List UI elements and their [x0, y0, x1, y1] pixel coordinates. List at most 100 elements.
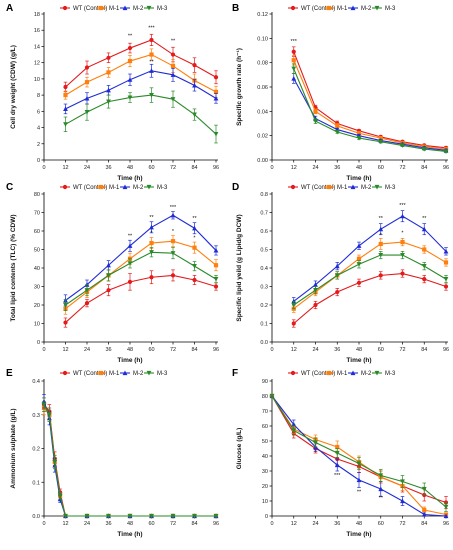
- y-tick-label: 10: [34, 77, 40, 83]
- x-tick-label: 60: [378, 165, 384, 171]
- series-4: [269, 393, 449, 512]
- x-tick-label: 48: [127, 165, 133, 171]
- data-point: [63, 320, 68, 325]
- significance-annotation: **: [422, 216, 427, 222]
- x-tick-label: 96: [213, 347, 219, 353]
- y-axis-label: Specific growth rate (h⁻¹): [236, 48, 243, 126]
- data-point: [291, 422, 297, 427]
- y-tick-label: 0.4: [32, 379, 40, 385]
- series-line: [65, 39, 217, 88]
- legend: WT (Control) M-1 M-2 M-3: [60, 184, 168, 191]
- x-tick-label: 0: [42, 165, 45, 171]
- legend-label: M-1: [337, 185, 348, 191]
- significance-annotation: ***: [399, 203, 406, 209]
- data-point: [170, 52, 176, 57]
- legend-label: WT (Control): [73, 6, 107, 12]
- data-point: [334, 263, 340, 269]
- data-point: [192, 277, 197, 283]
- data-point: [291, 302, 297, 308]
- x-tick-label: 72: [170, 165, 176, 171]
- data-point: [149, 93, 154, 98]
- data-point: [335, 123, 340, 129]
- data-point: [63, 93, 68, 98]
- data-point: [84, 80, 90, 85]
- data-point: [84, 288, 90, 293]
- significance-annotation: **: [149, 59, 154, 65]
- data-point: [192, 245, 197, 250]
- x-tick-label: 36: [105, 521, 111, 527]
- x-tick-label: 72: [399, 347, 405, 353]
- data-point: [443, 277, 449, 282]
- data-point: [84, 65, 90, 70]
- x-tick-label: 24: [84, 521, 90, 527]
- x-tick-label: 48: [127, 521, 133, 527]
- series-line: [293, 254, 447, 306]
- legend-label: M-1: [109, 6, 120, 12]
- data-point: [291, 66, 297, 72]
- x-axis-label: Time (h): [117, 531, 142, 538]
- legend-label: M-3: [385, 6, 396, 12]
- legend-label: WT (Control): [73, 185, 107, 191]
- data-point: [106, 273, 111, 278]
- legend-marker: [326, 5, 332, 11]
- data-point: [421, 226, 427, 232]
- x-tick-label: 12: [291, 347, 297, 353]
- significance-annotation: **: [379, 216, 384, 222]
- legend-marker: [374, 5, 380, 11]
- data-point: [313, 118, 318, 124]
- y-axis-label: Cell dry weight (CDW) (g/L): [10, 45, 17, 129]
- significance-annotation: ***: [170, 205, 177, 211]
- series-line: [43, 404, 216, 517]
- series-3: [63, 63, 219, 115]
- y-tick-label: 18: [34, 12, 40, 18]
- data-point: [422, 247, 427, 252]
- y-tick-label: 0: [37, 158, 40, 164]
- significance-annotation: **: [357, 490, 362, 496]
- data-point: [313, 282, 318, 287]
- significance-annotation: *: [172, 229, 175, 235]
- data-point: [334, 129, 340, 135]
- x-tick-label: 36: [105, 165, 111, 171]
- data-point: [149, 513, 154, 519]
- y-tick-label: 0.5: [260, 248, 268, 254]
- data-point: [291, 75, 297, 81]
- data-point: [291, 58, 296, 63]
- y-tick-label: 0.00: [257, 158, 268, 164]
- y-tick-label: 2: [37, 142, 40, 148]
- data-point: [170, 72, 176, 77]
- data-point: [356, 243, 362, 248]
- legend-label: M-2: [361, 6, 372, 12]
- data-point: [106, 87, 111, 93]
- data-point: [313, 440, 318, 445]
- data-point: [127, 243, 133, 248]
- x-tick-label: 0: [270, 521, 273, 527]
- y-tick-label: 0.06: [257, 85, 268, 91]
- data-point: [127, 279, 133, 284]
- data-point: [443, 260, 449, 265]
- y-tick-label: 70: [262, 409, 268, 415]
- data-point: [57, 493, 63, 499]
- y-tick-label: 60: [34, 229, 40, 235]
- series-4: [291, 251, 449, 310]
- data-point: [313, 109, 318, 114]
- data-point: [41, 402, 47, 408]
- significance-annotation: **: [192, 216, 197, 222]
- y-tick-label: 8: [37, 93, 40, 99]
- data-point: [106, 55, 111, 60]
- x-tick-label: 84: [421, 521, 427, 527]
- data-point: [170, 251, 176, 256]
- legend-marker: [146, 5, 152, 11]
- series-line: [293, 68, 447, 153]
- data-point: [443, 149, 449, 154]
- series-2: [41, 400, 219, 519]
- legend-label: M-2: [133, 6, 144, 12]
- series-line: [293, 272, 447, 324]
- y-tick-label: 0.1: [32, 480, 40, 486]
- data-point: [127, 77, 133, 82]
- x-axis-label: Time (h): [346, 531, 371, 538]
- legend-label: WT (Control): [73, 371, 107, 377]
- data-point: [356, 256, 362, 261]
- data-point: [443, 504, 449, 510]
- series-line: [293, 51, 447, 149]
- x-tick-label: 12: [62, 347, 68, 353]
